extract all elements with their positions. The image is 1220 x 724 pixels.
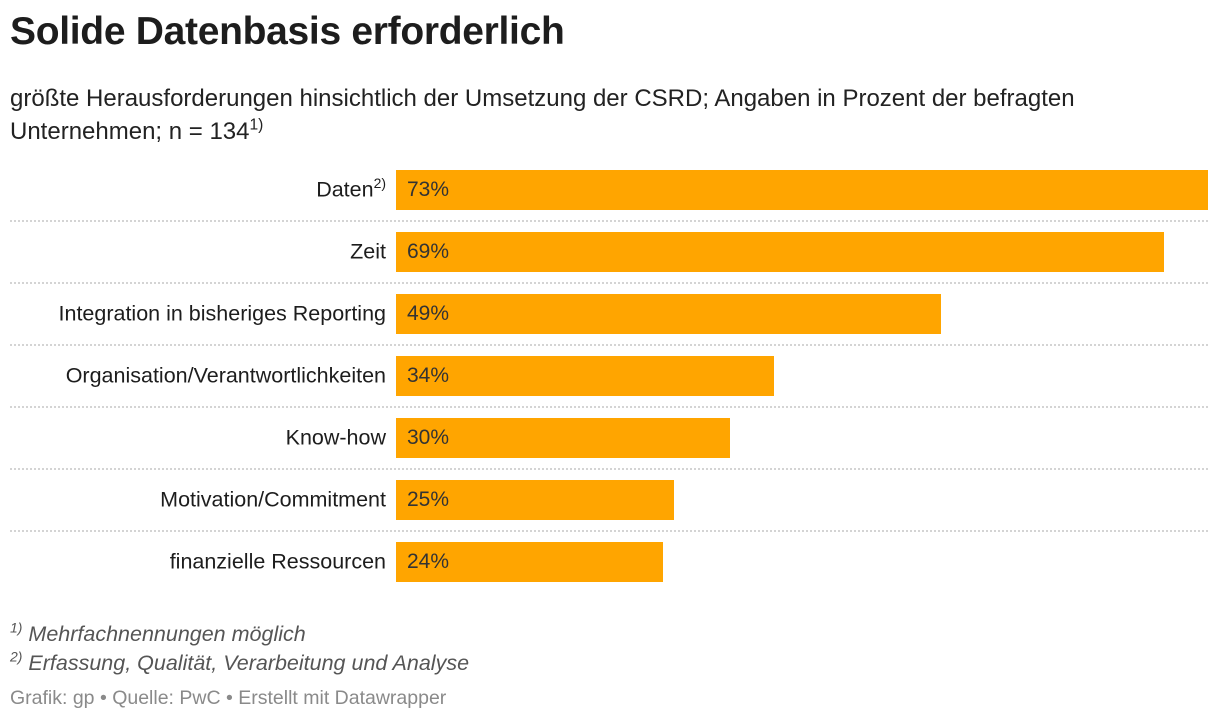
value-label: 69% xyxy=(407,240,450,263)
category-text: Integration in bisheriges Reporting xyxy=(58,301,386,326)
category-footnote-marker: 2) xyxy=(373,175,386,192)
bar xyxy=(396,480,675,520)
category-text: finanzielle Ressourcen xyxy=(169,549,386,574)
footnote-text: Erfassung, Qualität, Verarbeitung und An… xyxy=(28,651,470,675)
bar xyxy=(396,356,775,396)
row-separator xyxy=(10,530,1208,532)
bar xyxy=(396,170,1208,210)
category-text: Daten xyxy=(316,177,374,202)
category-label: Zeit xyxy=(350,240,386,265)
row-separator xyxy=(10,406,1208,408)
footnote-marker: 1) xyxy=(10,619,23,636)
category-text: Zeit xyxy=(350,239,386,264)
row-separator xyxy=(10,220,1208,222)
value-label: 73% xyxy=(407,178,450,201)
footnote-2: 2) Erfassung, Qualität, Verarbeitung und… xyxy=(10,649,469,678)
bar xyxy=(396,418,730,458)
value-label: 49% xyxy=(407,302,450,325)
row-separator xyxy=(10,344,1208,346)
footnote-1: 1) Mehrfachnennungen möglich xyxy=(10,620,469,649)
subtitle-footnote-marker: 1) xyxy=(249,116,264,134)
category-text: Motivation/Commitment xyxy=(160,487,386,512)
chart-title: Solide Datenbasis erforderlich xyxy=(10,10,565,53)
bar xyxy=(396,232,1164,272)
category-label: finanzielle Ressourcen xyxy=(170,550,386,575)
category-label: Organisation/Verantwortlichkeiten xyxy=(66,364,386,389)
bar xyxy=(396,542,663,582)
chart-subtitle: größte Herausforderungen hinsichtlich de… xyxy=(10,82,1160,148)
footnote-marker: 2) xyxy=(10,648,23,665)
category-label: Know-how xyxy=(286,426,386,451)
value-label: 24% xyxy=(407,550,450,573)
value-label: 30% xyxy=(407,426,450,449)
footnote-text: Mehrfachnennungen möglich xyxy=(28,622,306,646)
subtitle-text: größte Herausforderungen hinsichtlich de… xyxy=(10,85,1075,145)
category-text: Organisation/Verantwortlichkeiten xyxy=(65,363,386,388)
row-separator xyxy=(10,282,1208,284)
footnotes: 1) Mehrfachnennungen möglich 2) Erfassun… xyxy=(10,620,469,678)
category-label: Daten2) xyxy=(316,175,386,203)
value-label: 25% xyxy=(407,488,450,511)
value-label: 34% xyxy=(407,364,450,387)
row-separator xyxy=(10,468,1208,470)
category-label: Motivation/Commitment xyxy=(160,488,386,513)
bar xyxy=(396,294,942,334)
source-credit: Grafik: gp • Quelle: PwC • Erstellt mit … xyxy=(10,687,447,709)
category-text: Know-how xyxy=(285,425,386,450)
category-label: Integration in bisheriges Reporting xyxy=(59,302,386,327)
